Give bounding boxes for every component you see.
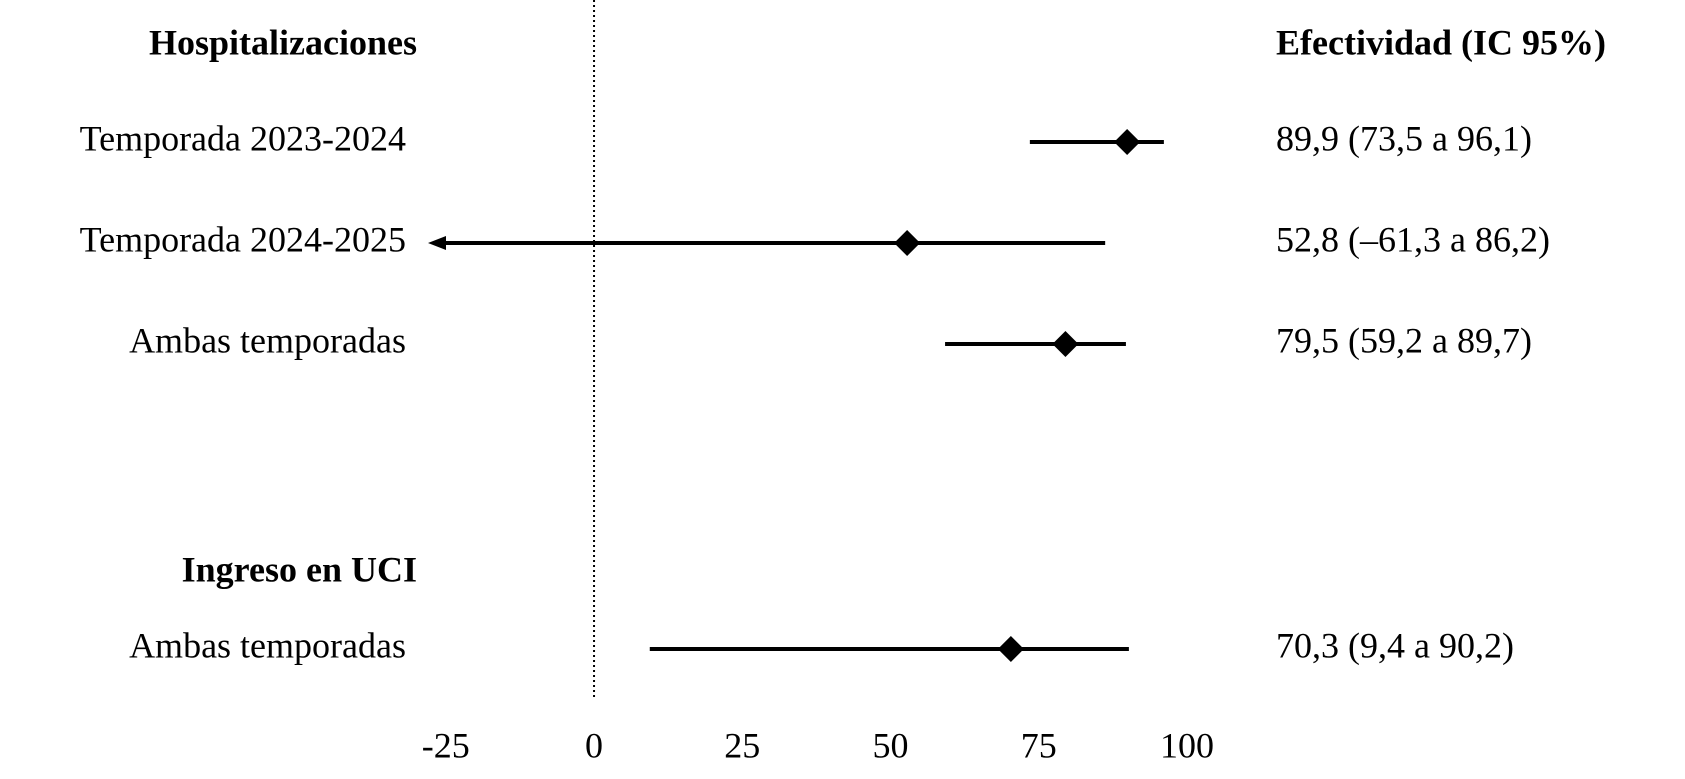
group-title: Ingreso en UCI (182, 549, 417, 589)
x-tick-label: 75 (1021, 725, 1057, 765)
point-estimate (997, 636, 1024, 662)
value-label: 52,8 (–61,3 a 86,2) (1276, 219, 1550, 259)
value-label: 79,5 (59,2 a 89,7) (1276, 320, 1532, 360)
point-estimate (1052, 331, 1079, 357)
x-tick-label: 50 (873, 725, 909, 765)
value-label: 70,3 (9,4 a 90,2) (1276, 625, 1514, 665)
point-estimate (1114, 129, 1141, 155)
group-title: Hospitalizaciones (149, 22, 417, 62)
row-label: Ambas temporadas (129, 320, 406, 360)
ci-arrow (428, 236, 446, 250)
row-label: Temporada 2024-2025 (80, 219, 406, 259)
value-label: 89,9 (73,5 a 96,1) (1276, 118, 1532, 158)
x-tick-label: 100 (1160, 725, 1214, 765)
x-tick-label: -25 (422, 725, 470, 765)
column-title: Efectividad (IC 95%) (1276, 22, 1606, 62)
x-tick-label: 25 (724, 725, 760, 765)
x-tick-label: 0 (585, 725, 603, 765)
row-label: Ambas temporadas (129, 625, 406, 665)
point-estimate (894, 230, 921, 256)
row-label: Temporada 2023-2024 (80, 118, 406, 158)
